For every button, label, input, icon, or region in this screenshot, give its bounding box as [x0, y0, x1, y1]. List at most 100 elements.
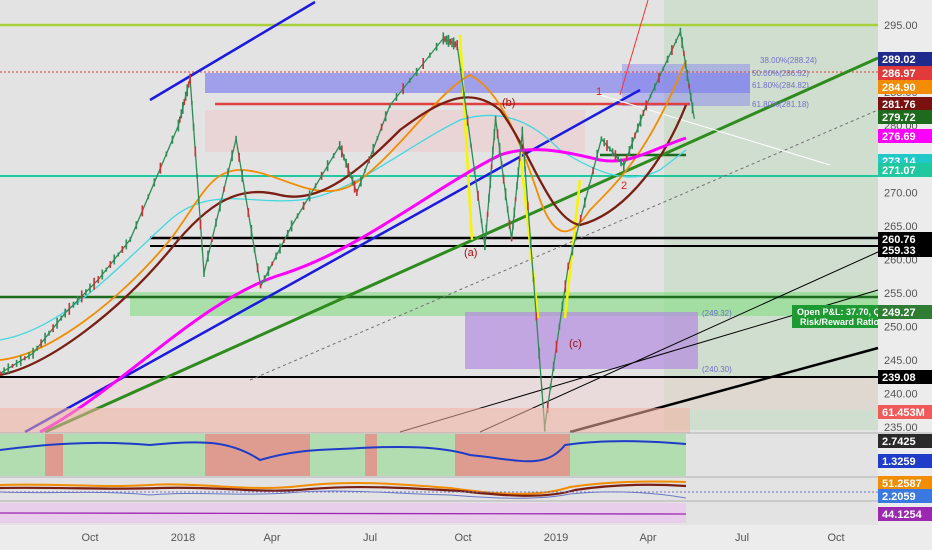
x-tick-label: 2019 — [544, 532, 568, 544]
price-tag: 44.1254 — [878, 507, 932, 521]
x-tick-label: 2018 — [171, 532, 195, 544]
price-tag: 61.453M — [878, 405, 932, 419]
brown-moving-average — [0, 96, 688, 377]
price-tag-value: 239.08 — [882, 372, 916, 384]
wave-label-a: (a) — [464, 247, 477, 259]
indicator-purple-line — [0, 512, 687, 515]
white-trendline — [599, 94, 831, 166]
price-tag-value: 259.33 — [882, 245, 916, 257]
price-tag: 239.08 — [878, 370, 932, 384]
price-tag-box — [878, 66, 932, 80]
y-tick-label: 250.00 — [884, 322, 918, 334]
lower-shaded-zone — [0, 378, 878, 410]
box-label-bottom: (240.30) — [702, 365, 732, 374]
price-tag-box — [878, 476, 932, 490]
price-tag-box — [878, 507, 932, 521]
y-tick-label: 240.00 — [884, 389, 918, 401]
price-tag-box — [878, 243, 932, 257]
orange-moving-average — [0, 59, 687, 361]
indicator-bluegray-line — [0, 490, 687, 499]
price-tag: 1.3259 — [878, 454, 932, 468]
y-tick-label: 235.00 — [884, 422, 918, 434]
price-tag-value: 281.76 — [882, 99, 916, 111]
volume-band — [0, 408, 690, 433]
price-tag-value: 276.69 — [882, 131, 916, 143]
fib-label-61a: 61.80%(284.82) — [752, 81, 809, 90]
black-trendline-thin — [479, 251, 879, 433]
price-tag-value: 44.1254 — [882, 509, 923, 521]
x-tick-label: Apr — [639, 532, 656, 544]
x-tick-label: Apr — [263, 532, 280, 544]
y-tick-label: 265.00 — [884, 221, 918, 233]
price-tag: 284.90 — [878, 80, 932, 94]
green-trendline — [44, 56, 879, 434]
y-tick-label: 260.00 — [884, 255, 918, 267]
price-tag-box — [878, 110, 932, 124]
fib-label-61b: 61.80%(281.18) — [752, 100, 809, 109]
y-tick-label: 255.00 — [884, 288, 918, 300]
fib-label-50: 50.00%(286.52) — [752, 69, 809, 78]
red-ray — [619, 0, 649, 96]
price-tag-value: 284.90 — [882, 82, 916, 94]
price-tag-box — [878, 454, 932, 468]
indicator-red-block-2 — [205, 434, 310, 476]
y-tick-label: 295.00 — [884, 20, 918, 32]
wave-label-c: (c) — [569, 338, 582, 350]
price-tag-box — [878, 232, 932, 246]
price-tag-box — [878, 405, 932, 419]
open-pnl-box — [792, 305, 878, 328]
price-tag: 276.69 — [878, 129, 932, 143]
yellow-line-1 — [458, 34, 474, 241]
price-tag: 289.02 — [878, 52, 932, 66]
price-tag: 279.72 — [878, 110, 932, 124]
wave-label-1: 1 — [596, 86, 602, 98]
y-tick-label: 245.00 — [884, 355, 918, 367]
x-tick-label: Oct — [81, 532, 98, 544]
fib-box-small — [622, 64, 750, 106]
open-pnl-label: Open P&L: 37.70, Q Risk/Reward Ratio — [792, 305, 881, 328]
price-tag: 271.07 — [878, 163, 932, 177]
x-axis-ticks: Oct 2018 Apr Jul Oct 2019 Apr Jul Oct — [81, 532, 844, 544]
indicator-red-block-3 — [365, 434, 377, 476]
price-tag: 281.76 — [878, 97, 932, 111]
price-tags: 289.02286.97284.90281.76279.72276.69273.… — [878, 52, 932, 521]
price-tag-box — [878, 97, 932, 111]
indicator-brown-line — [0, 483, 687, 497]
price-tag-value: 2.7425 — [882, 436, 916, 448]
yellow-line-2 — [518, 149, 540, 319]
price-tag-value: 1.3259 — [882, 456, 916, 468]
price-tag-box — [878, 52, 932, 66]
pink-cloud — [205, 110, 585, 152]
blue-trendline-upper — [149, 0, 316, 102]
indicator-orange-line — [0, 480, 687, 495]
price-tag-box — [878, 163, 932, 177]
price-tag-box — [878, 370, 932, 384]
wave-label-2: 2 — [621, 180, 627, 192]
supply-zone-blue — [205, 73, 750, 93]
open-pnl-line2: Risk/Reward Ratio — [800, 317, 880, 327]
price-tag-value: 279.72 — [882, 112, 916, 124]
open-pnl-line1: Open P&L: 37.70, Q — [797, 307, 881, 317]
price-tag-value: 286.97 — [882, 68, 916, 80]
price-tag: 51.2587 — [878, 476, 932, 490]
x-tick-label: Oct — [827, 532, 844, 544]
box-label-top: (249.32) — [702, 309, 732, 318]
price-tag: 249.27 — [878, 305, 932, 319]
bottom-axis-background — [0, 525, 878, 550]
price-tag: 259.33 — [878, 243, 932, 257]
price-tag-value: 271.07 — [882, 165, 916, 177]
price-tag: 2.2059 — [878, 489, 932, 503]
price-tag-value: 249.27 — [882, 307, 916, 319]
target-box-purple — [465, 312, 698, 369]
y-tick-label: 270.00 — [884, 188, 918, 200]
price-tag-value: 51.2587 — [882, 478, 922, 490]
indicator-red-block-1 — [45, 434, 63, 476]
blue-trendline — [24, 88, 641, 434]
price-tag-box — [878, 80, 932, 94]
price-tag-box — [878, 305, 932, 319]
price-tag-value: 289.02 — [882, 54, 916, 66]
price-tag-box — [878, 434, 932, 448]
price-tag: 2.7425 — [878, 434, 932, 448]
x-tick-label: Jul — [363, 532, 377, 544]
